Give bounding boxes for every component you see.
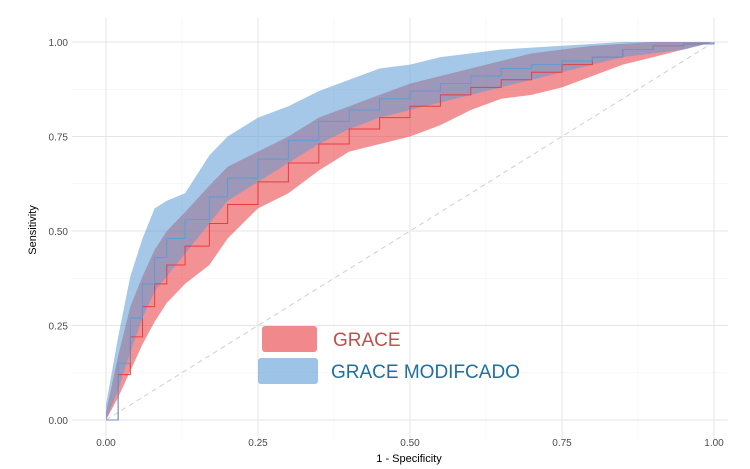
y-tick-label: 0.00 bbox=[49, 416, 69, 427]
legend: GRACE GRACE MODIFCADO bbox=[258, 326, 520, 384]
tick-label-layer: 0.00 0.25 0.50 0.75 1.00 0.00 0.25 0.50 0.75 1.00 bbox=[49, 38, 725, 449]
legend-swatch-grace bbox=[262, 326, 317, 352]
y-tick-label: 1.00 bbox=[49, 38, 69, 49]
y-axis-title: Sensitivity bbox=[27, 205, 39, 255]
x-tick-label: 0.50 bbox=[400, 438, 420, 449]
x-tick-label: 1.00 bbox=[704, 438, 724, 449]
x-tick-label: 0.75 bbox=[552, 438, 572, 449]
roc-curve-grace-modifcado bbox=[106, 42, 715, 421]
legend-label-grace-modifcado: GRACE MODIFCADO bbox=[331, 362, 520, 383]
confidence-band-grace-modifcado bbox=[106, 42, 714, 420]
x-axis-title: 1 - Specificity bbox=[376, 453, 442, 465]
y-tick-label: 0.25 bbox=[49, 322, 69, 333]
reference-diagonal-line bbox=[105, 41, 715, 421]
roc-curve-layer bbox=[106, 42, 715, 421]
legend-label-grace: GRACE bbox=[333, 330, 401, 351]
x-tick-label: 0.25 bbox=[248, 438, 268, 449]
legend-swatch-grace-modifcado bbox=[258, 358, 318, 384]
y-tick-label: 0.75 bbox=[49, 133, 69, 144]
y-tick-label: 0.50 bbox=[49, 227, 69, 238]
x-tick-label: 0.00 bbox=[96, 438, 116, 449]
reference-line-layer bbox=[105, 41, 715, 421]
